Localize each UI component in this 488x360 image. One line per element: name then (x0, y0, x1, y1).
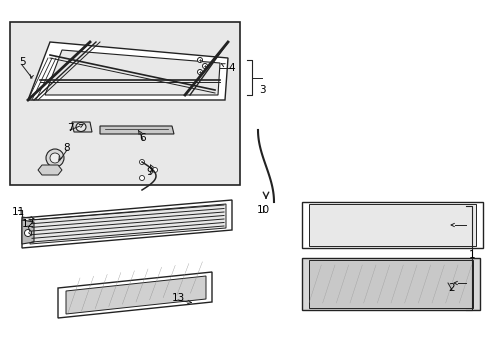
Polygon shape (302, 202, 482, 248)
Polygon shape (45, 50, 220, 95)
Text: 11: 11 (11, 207, 24, 217)
Polygon shape (100, 126, 174, 134)
Polygon shape (58, 272, 212, 318)
Circle shape (152, 167, 157, 172)
Polygon shape (28, 42, 227, 100)
Text: 2: 2 (448, 283, 454, 293)
Polygon shape (308, 204, 475, 246)
Circle shape (139, 159, 144, 165)
Text: 7: 7 (66, 123, 73, 133)
Text: 8: 8 (63, 143, 70, 153)
Circle shape (46, 149, 64, 167)
Text: 5: 5 (19, 57, 25, 67)
Text: 10: 10 (256, 205, 269, 215)
Polygon shape (22, 220, 34, 244)
Circle shape (202, 63, 207, 68)
Circle shape (197, 69, 202, 75)
Polygon shape (302, 258, 479, 310)
Text: 13: 13 (171, 293, 184, 303)
Text: 9: 9 (146, 167, 153, 177)
Text: 3: 3 (258, 85, 265, 95)
Circle shape (24, 230, 31, 237)
Text: 6: 6 (140, 133, 146, 143)
Circle shape (139, 176, 144, 180)
Polygon shape (22, 200, 231, 248)
Circle shape (197, 58, 202, 63)
Text: 4: 4 (228, 63, 235, 73)
Polygon shape (38, 165, 62, 175)
Circle shape (50, 153, 60, 163)
Polygon shape (72, 122, 92, 132)
Ellipse shape (76, 122, 86, 131)
Polygon shape (30, 204, 225, 244)
Text: 1: 1 (468, 250, 474, 260)
Polygon shape (308, 260, 472, 308)
Polygon shape (10, 22, 240, 185)
Polygon shape (66, 276, 205, 314)
Text: 12: 12 (21, 219, 35, 229)
